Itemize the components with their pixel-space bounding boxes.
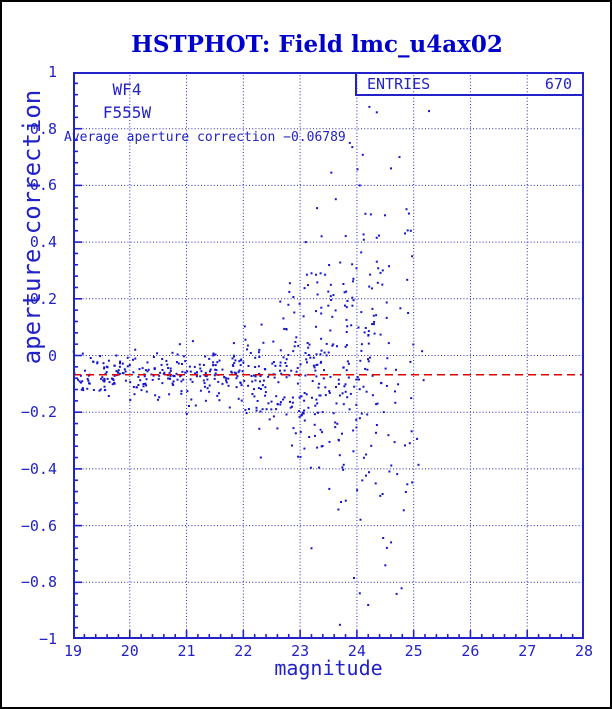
axis-ticks — [73, 82, 574, 639]
y-tick-label: 0.2 — [29, 289, 57, 308]
x-axis-title: magnitude — [274, 656, 383, 680]
x-tick-label: 27 — [518, 642, 537, 660]
x-tick-label: 24 — [347, 642, 366, 660]
entries-stats-box: ENTRIES 670 — [355, 72, 584, 96]
y-tick-label: −0.8 — [20, 573, 57, 592]
y-tick-label: 1 — [47, 63, 57, 81]
x-axis-tick-labels: 19 20 21 22 23 24 25 26 27 28 — [64, 642, 593, 660]
y-tick-label: 0.6 — [29, 176, 57, 195]
camera-label: WF4 — [112, 80, 142, 99]
x-tick-label: 22 — [234, 642, 253, 660]
x-tick-label: 23 — [291, 642, 310, 660]
y-tick-label: −0.4 — [20, 459, 57, 478]
x-tick-label: 25 — [404, 642, 423, 660]
y-tick-label: 0 — [47, 346, 57, 365]
x-tick-label: 21 — [177, 642, 196, 660]
grid-lines — [73, 72, 584, 639]
y-tick-label: 0.8 — [29, 119, 57, 138]
chart-title: HSTPHOT: Field lmc_u4ax02 — [131, 31, 503, 58]
plot-frame — [73, 72, 584, 639]
x-tick-label: 20 — [120, 642, 139, 660]
entries-value: 670 — [544, 75, 572, 93]
y-tick-label: 0.4 — [29, 233, 57, 252]
y-tick-label: −0.2 — [20, 403, 57, 422]
y-tick-label: −1 — [38, 630, 57, 648]
filter-label: F555W — [102, 103, 152, 122]
x-tick-label: 19 — [63, 642, 83, 660]
data-points — [72, 105, 430, 626]
x-tick-label: 26 — [461, 642, 480, 660]
y-axis-tick-labels: 1 0.8 0.6 0.4 0.2 0 −0.2 −0.4 −0.6 −0.8 −1 — [2, 63, 65, 648]
scatter-plot-canvas — [72, 72, 584, 639]
average-correction-annotation: Average aperture correction −0.06789 — [64, 130, 346, 145]
entries-label: ENTRIES — [367, 75, 431, 93]
y-tick-label: −0.6 — [20, 516, 57, 535]
camera-filter-annotation: WF4 F555W — [91, 78, 163, 124]
x-tick-label: 28 — [574, 642, 594, 660]
